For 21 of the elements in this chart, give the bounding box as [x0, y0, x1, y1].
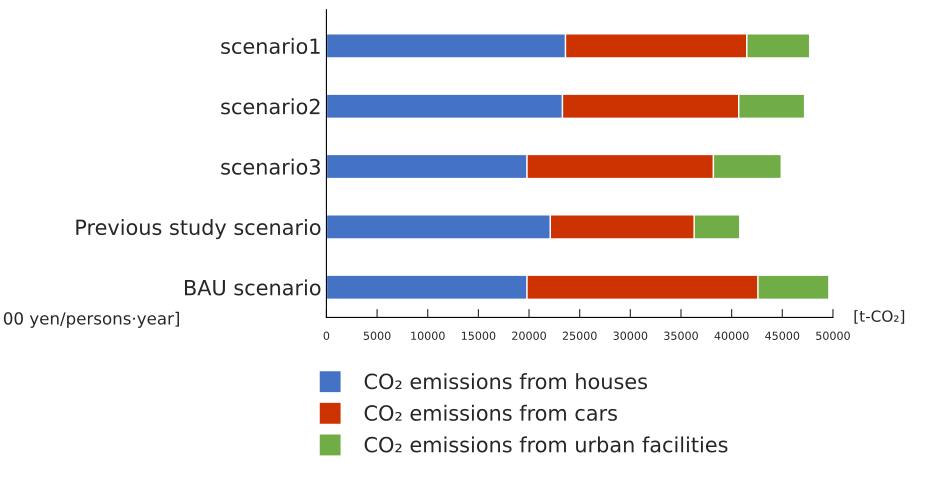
- y-tick-label: scenario1: [221, 38, 320, 54]
- legend-label: CO₂ emissions from cars: [364, 404, 617, 421]
- x-tick-label: 30000: [614, 332, 648, 340]
- y-tick-label: BAU scenario: [184, 279, 320, 296]
- x-tick-label: 20000: [512, 332, 546, 340]
- legend-label: CO₂ emissions from urban facilities: [364, 436, 728, 453]
- x-tick-label: 40000: [714, 332, 749, 340]
- x-tick-label: 25000: [562, 332, 597, 340]
- legend-label: CO₂ emissions from houses: [364, 373, 647, 390]
- x-tick-label: 5000: [364, 332, 390, 340]
- x-tick-label: 0: [324, 332, 330, 340]
- x-tick-label: 15000: [462, 332, 496, 340]
- y-tick-label: scenario3: [221, 158, 320, 175]
- x-tick-label: 35000: [664, 332, 698, 340]
- x-axis-title: [t-CO₂]: [854, 310, 904, 324]
- x-tick-label: 50000: [816, 332, 850, 340]
- text: 00 yen/persons·year]: [4, 312, 179, 328]
- y-tick-label: Previous study scenario: [76, 219, 320, 240]
- x-tick-label: 45000: [765, 332, 800, 340]
- y-tick-label: scenario2: [221, 98, 320, 114]
- x-tick-label: 10000: [411, 332, 445, 340]
